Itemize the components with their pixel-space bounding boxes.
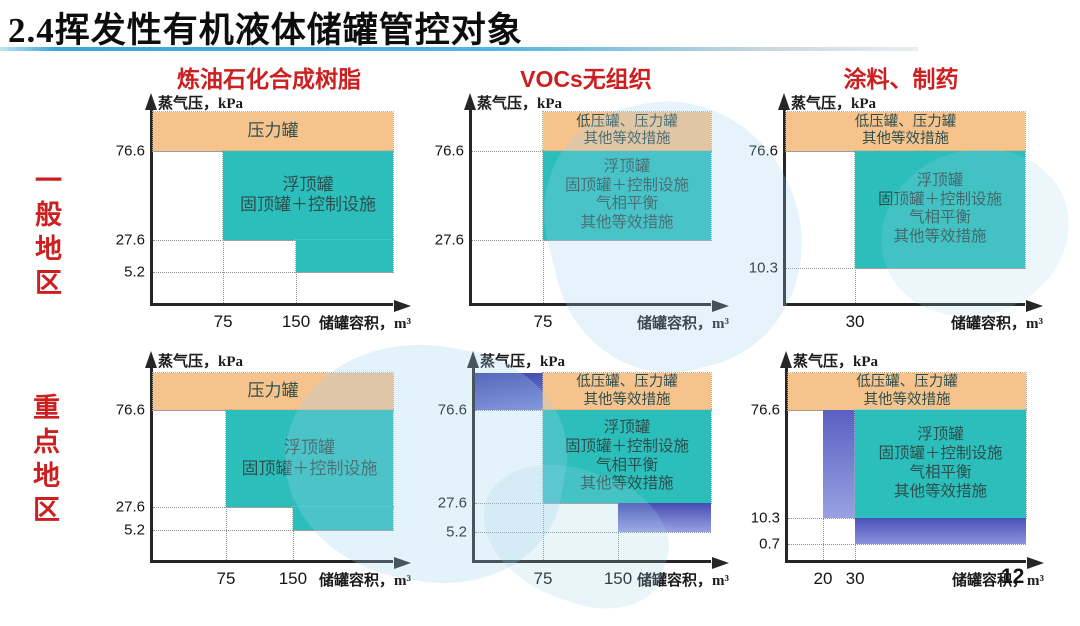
x-tick: 75 — [533, 569, 553, 588]
x-tick: 150 — [281, 312, 311, 331]
x-axis-label: 储罐容积，m³ — [319, 316, 411, 332]
y-axis-arrow-icon — [145, 351, 157, 368]
plot-area: 低压罐、压力罐 其他等效措施 浮顶罐 固顶罐＋控制设施 气相平衡 其他等效措施 … — [751, 351, 1044, 589]
gridline — [475, 502, 711, 504]
column-header-coating: 涂料、制药 — [843, 66, 959, 92]
region-low-pressure-tank: 低压罐、压力罐 其他等效措施 — [541, 110, 713, 152]
x-tick: 150 — [603, 569, 633, 588]
y-tick: 76.6 — [115, 401, 145, 419]
y-tick: 76.6 — [748, 142, 778, 160]
chart-general-refining: 蒸气压，kPa 压力罐 浮顶罐 固顶罐＋控制设施 76.6 27.6 5.2 7… — [100, 90, 412, 346]
plot-area: 低压罐、压力罐 其他等效措施 浮顶罐 固顶罐＋控制设施 气相平衡 其他等效措施 … — [435, 93, 729, 332]
y-tick: 5.2 — [446, 523, 467, 541]
page-number: 12 — [1001, 565, 1025, 588]
plot-area: 低压罐、压力罐 其他等效措施 浮顶罐 固顶罐＋控制设施 气相平衡 其他等效措施 … — [749, 93, 1043, 332]
region-extended-control — [618, 502, 711, 532]
x-axis-label: 储罐容积，m³ — [952, 573, 1044, 589]
x-axis-label: 储罐容积，m³ — [319, 573, 411, 589]
x-axis-label: 储罐容积，m³ — [637, 573, 729, 589]
x-tick: 30 — [845, 569, 865, 588]
y-tick: 76.6 — [750, 401, 780, 419]
gridline — [153, 240, 393, 242]
y-tick: 27.6 — [434, 231, 464, 249]
x-axis-arrow-icon — [394, 556, 411, 569]
y-tick: 27.6 — [437, 494, 467, 512]
region-low-pressure-tank: 低压罐、压力罐 其他等效措施 — [785, 110, 1026, 152]
y-axis-label: 蒸气压，kPa — [480, 354, 566, 370]
x-tick: 30 — [845, 312, 865, 331]
y-tick: 76.6 — [437, 401, 467, 419]
region-pressure-tank: 压力罐 — [152, 110, 394, 152]
x-tick: 75 — [216, 569, 236, 588]
y-axis-label: 蒸气压，kPa — [477, 96, 563, 112]
y-tick: 0.7 — [759, 535, 780, 553]
plot-area: 压力罐 浮顶罐 固顶罐＋控制设施 76.6 27.6 5.2 75 150 储罐… — [116, 93, 411, 332]
y-axis-arrow-icon — [467, 351, 479, 368]
row-header-general-area: 一般地区 — [31, 166, 61, 302]
y-axis-label: 蒸气压，kPa — [158, 354, 244, 370]
gridline — [153, 530, 393, 532]
row-header-key-area: 重点地区 — [29, 393, 59, 529]
y-tick: 5.2 — [124, 263, 145, 281]
gridline — [786, 268, 1025, 270]
y-tick: 10.3 — [750, 509, 780, 527]
x-axis-label: 储罐容积，m³ — [951, 316, 1043, 332]
region-extended-control — [822, 410, 856, 518]
chart-key-coating: 蒸气压，kPa 低压罐、压力罐 其他等效措施 浮顶罐 固顶罐＋控制设施 气相平衡… — [735, 348, 1047, 604]
y-axis-arrow-icon — [780, 351, 792, 368]
chart-general-vocs: 蒸气压，kPa 低压罐、压力罐 其他等效措施 浮顶罐 固顶罐＋控制设施 气相平衡… — [419, 90, 731, 346]
y-axis-label: 蒸气压，kPa — [158, 96, 244, 112]
x-axis-arrow-icon — [712, 299, 729, 312]
chart-general-coating: 蒸气压，kPa 低压罐、压力罐 其他等效措施 浮顶罐 固顶罐＋控制设施 气相平衡… — [733, 90, 1045, 346]
gridline — [475, 531, 711, 533]
y-axis-arrow-icon — [778, 93, 790, 110]
region-floating-roof: 浮顶罐 固顶罐＋控制设施 气相平衡 其他等效措施 — [541, 149, 713, 242]
column-header-refining: 炼油石化合成树脂 — [177, 66, 361, 92]
column-header-vocs: VOCs无组织 — [520, 66, 652, 92]
y-tick: 27.6 — [115, 498, 145, 516]
chart-key-vocs: 蒸气压，kPa 低压罐、压力罐 其他等效措施 浮顶罐 固顶罐＋控制设施 气相平衡… — [422, 348, 734, 604]
y-tick: 76.6 — [434, 142, 464, 160]
y-axis-label: 蒸气压，kPa — [791, 96, 877, 112]
region-pressure-tank: 压力罐 — [152, 371, 394, 412]
gridline — [472, 240, 711, 242]
region-floating-roof: 浮顶罐 固顶罐＋控制设施 气相平衡 其他等效措施 — [854, 149, 1026, 270]
x-axis-arrow-icon — [394, 299, 411, 312]
y-tick: 27.6 — [115, 231, 145, 249]
region-low-pressure-tank: 低压罐、压力罐 其他等效措施 — [541, 371, 713, 412]
region-low-pressure-tank: 低压罐、压力罐 其他等效措施 — [787, 371, 1027, 412]
region-floating-roof: 浮顶罐 固顶罐＋控制设施 — [224, 409, 395, 508]
gridline — [788, 543, 1026, 545]
y-tick: 76.6 — [115, 142, 145, 160]
slide-title: 2.4挥发性有机液体储罐管控对象 — [8, 11, 523, 50]
x-tick: 150 — [278, 569, 308, 588]
x-axis-arrow-icon — [712, 556, 729, 569]
region-floating-roof-step — [291, 505, 395, 532]
x-axis-label: 储罐容积，m³ — [637, 316, 729, 332]
y-tick: 10.3 — [748, 259, 778, 277]
y-axis-arrow-icon — [464, 93, 476, 110]
y-tick: 5.2 — [124, 521, 145, 539]
region-extended-control — [475, 372, 543, 411]
region-extended-control — [855, 517, 1026, 544]
region-floating-roof: 浮顶罐 固顶罐＋控制设施 气相平衡 其他等效措施 — [541, 409, 713, 504]
x-axis-arrow-icon — [1026, 299, 1043, 312]
gridline — [153, 507, 393, 508]
region-floating-roof-step — [295, 239, 394, 274]
chart-key-refining: 蒸气压，kPa 压力罐 浮顶罐 固顶罐＋控制设施 76.6 27.6 5.2 7… — [100, 348, 412, 604]
x-axis-arrow-icon — [1027, 556, 1044, 569]
x-tick: 75 — [213, 312, 233, 331]
region-floating-roof: 浮顶罐 固顶罐＋控制设施 — [222, 149, 394, 242]
plot-area: 压力罐 浮顶罐 固顶罐＋控制设施 76.6 27.6 5.2 75 150 储罐… — [116, 351, 411, 589]
y-axis-arrow-icon — [145, 93, 157, 110]
plot-area: 低压罐、压力罐 其他等效措施 浮顶罐 固顶罐＋控制设施 气相平衡 其他等效措施 … — [438, 351, 729, 589]
region-floating-roof: 浮顶罐 固顶罐＋控制设施 气相平衡 其他等效措施 — [854, 409, 1027, 519]
x-tick: 75 — [533, 312, 553, 331]
x-tick: 20 — [813, 569, 833, 588]
title-underline — [0, 47, 918, 51]
gridline — [153, 272, 393, 274]
y-axis-label: 蒸气压，kPa — [793, 354, 879, 370]
